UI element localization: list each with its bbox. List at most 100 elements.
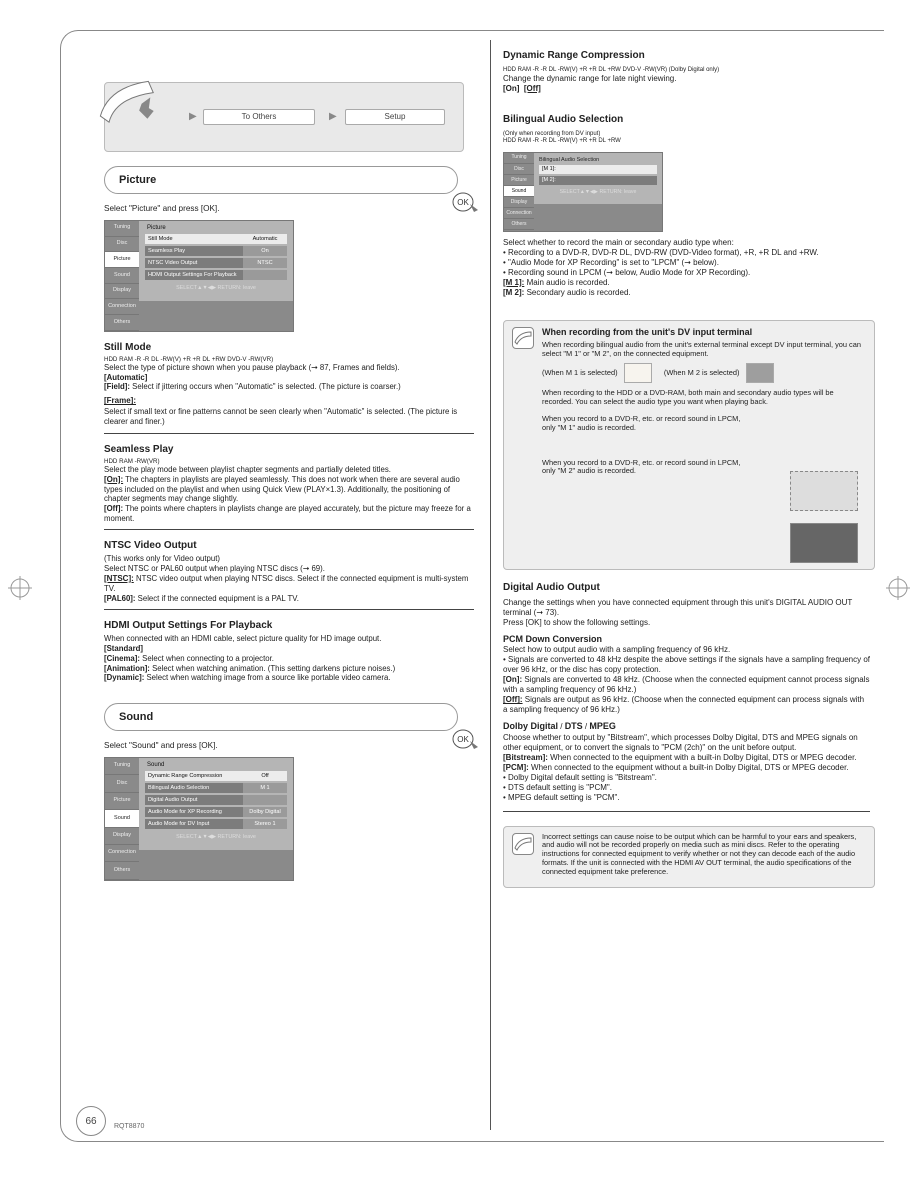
osd-tab[interactable]: Connection [504, 208, 534, 219]
osd-tab[interactable]: Sound [504, 186, 534, 197]
osd-row-label: Digital Audio Output [145, 795, 243, 805]
osd-row-label: NTSC Video Output [145, 258, 243, 268]
osd-row[interactable]: HDMI Output Settings For Playback [145, 270, 287, 280]
osd-row-label: Dynamic Range Compression [145, 771, 243, 781]
osd-tab[interactable]: Tuning [105, 758, 139, 775]
block-heading: Still Mode [104, 342, 474, 353]
disc-badges: HDD RAM -RW(VR) [104, 458, 474, 465]
osd-tab[interactable]: Others [105, 862, 139, 879]
osd-tab[interactable]: Display [504, 197, 534, 208]
section-pill-label: Picture [119, 174, 156, 186]
osd-tab[interactable]: Picture [504, 175, 534, 186]
osd-tab[interactable]: Picture [105, 793, 139, 810]
osd-tab[interactable]: Sound [105, 810, 139, 827]
block-bilingual: Bilingual Audio Selection (Only when rec… [503, 114, 870, 306]
option-text: Select when connecting to a projector. [142, 654, 274, 663]
osd-tab[interactable]: Connection [105, 845, 139, 862]
disc-badges: HDD RAM -R -R DL -RW(V) +R +R DL +RW DVD… [503, 67, 870, 75]
option-label: [Standard] [Cinema]: [104, 644, 143, 663]
option-text: When connected to the equipment without … [531, 763, 849, 772]
block-text: Press [OK] to show the following setting… [503, 618, 870, 628]
tip-text: When you record to a DVD-R, etc. or reco… [542, 459, 742, 477]
option-text: Main audio is recorded. [527, 278, 610, 287]
osd-row-value: Automatic [243, 234, 287, 244]
osd-row[interactable]: NTSC Video OutputNTSC [145, 258, 287, 268]
sub-heading: MPEG [589, 721, 616, 731]
disc-badges: HDD RAM -R -R DL -RW(V) +R +R DL +RW DVD… [104, 356, 474, 363]
osd-tab[interactable]: Tuning [105, 221, 139, 237]
osd-row[interactable]: [M 2]: [539, 176, 657, 185]
ok-button-icon: OK [452, 192, 480, 216]
block-text: (This works only for Video output) Selec… [104, 554, 474, 573]
sub-heading: DTS [565, 721, 583, 731]
block-still-mode: Still Mode HDD RAM -R -R DL -RW(V) +R +R… [104, 342, 474, 434]
doc-code: RQT8870 [114, 1123, 144, 1130]
option-label: [M 1]: [503, 278, 524, 287]
osd-footer: SELECT▲▼◀▶ RETURN: leave [145, 831, 287, 840]
osd-row-label: Still Mode [145, 234, 243, 244]
osd-tab[interactable]: Display [105, 284, 139, 300]
osd-title: Bilingual Audio Selection [539, 157, 657, 164]
osd-tab[interactable]: Picture [105, 252, 139, 268]
option-label: [On]: [104, 475, 123, 484]
option-label: [M 2]: [503, 288, 524, 297]
osd-row[interactable]: [M 1]: [539, 165, 657, 174]
block-text: When connected with an HDMI cable, selec… [104, 634, 474, 644]
section-pill-sound: Sound [104, 703, 458, 731]
option-label: [Dynamic]: [104, 673, 144, 682]
osd-row[interactable]: Audio Mode for DV InputStereo 1 [145, 819, 287, 829]
option-label: [PAL60]: [104, 594, 135, 603]
sub-heading: Dolby Digital [503, 721, 558, 731]
osd-tab[interactable]: Tuning [504, 153, 534, 164]
block-heading: Digital Audio Output [503, 582, 870, 595]
crop-mark-left [8, 576, 32, 600]
option-label: [Automatic] [104, 373, 147, 382]
page-number: 66 [76, 1106, 106, 1136]
swatch-label: (When M 1 is selected) [542, 368, 618, 377]
section-pill-picture: Picture [104, 166, 458, 194]
osd-tab[interactable]: Disc [105, 237, 139, 253]
breadcrumb-step-2: Setup [345, 109, 445, 125]
osd-row[interactable]: Digital Audio Output [145, 795, 287, 805]
block-heading: Bilingual Audio Selection [503, 114, 870, 127]
osd-tab[interactable]: Disc [105, 775, 139, 792]
option-text: Signals are output as 96 kHz. (Choose wh… [503, 695, 864, 714]
block-text: Change the dynamic range for late night … [503, 74, 870, 84]
block-ntsc: NTSC Video Output (This works only for V… [104, 540, 474, 610]
osd-tab[interactable]: Connection [105, 299, 139, 315]
osd-row-value: NTSC [243, 258, 287, 268]
osd-row[interactable]: Dynamic Range CompressionOff [145, 771, 287, 781]
list-item: • Recording to a DVD-R, DVD-R DL, DVD-RW… [503, 248, 870, 258]
block-text: Select the type of picture shown when yo… [104, 363, 474, 373]
option-text: Select if the connected equipment is a P… [138, 594, 299, 603]
swatch-m2 [746, 363, 774, 383]
osd-tab[interactable]: Disc [504, 164, 534, 175]
osd-menu-bilingual: Tuning Disc Picture Sound Display Connec… [503, 152, 663, 232]
osd-row[interactable]: Bilingual Audio SelectionM 1 [145, 783, 287, 793]
tip-text: When recording to the HDD or a DVD-RAM, … [542, 389, 864, 407]
osd-tab[interactable]: Others [105, 315, 139, 331]
osd-tab[interactable]: Sound [105, 268, 139, 284]
block-text: Select whether to record the main or sec… [503, 238, 870, 248]
osd-row-label: Audio Mode for DV Input [145, 819, 243, 829]
example-thumb-m2 [790, 523, 858, 563]
osd-row[interactable]: Still ModeAutomatic [145, 234, 287, 244]
osd-footer: SELECT▲▼◀▶ RETURN: leave [539, 187, 657, 196]
block-text: Change the settings when you have connec… [503, 598, 870, 618]
option-label: [Off] [524, 84, 541, 93]
osd-row-value: On [243, 246, 287, 256]
osd-tab[interactable]: Display [105, 828, 139, 845]
option-label: [On] [503, 84, 519, 93]
osd-title: Picture [147, 225, 287, 231]
chevron-right-icon: ▶ [189, 111, 197, 122]
svg-text:OK: OK [457, 735, 469, 744]
list-item: • "Audio Mode for XP Recording" is set t… [503, 258, 870, 268]
disc-badges: (Only when recording from DV input) HDD … [503, 131, 870, 146]
block-text: • Dolby Digital default setting is "Bits… [503, 773, 870, 803]
block-heading: HDMI Output Settings For Playback [104, 620, 474, 631]
osd-row[interactable]: Audio Mode for XP RecordingDolby Digital [145, 807, 287, 817]
osd-footer: SELECT▲▼◀▶ RETURN: leave [145, 282, 287, 291]
osd-row[interactable]: Seamless PlayOn [145, 246, 287, 256]
option-label: [NTSC]: [104, 574, 134, 583]
osd-tab[interactable]: Others [504, 219, 534, 230]
